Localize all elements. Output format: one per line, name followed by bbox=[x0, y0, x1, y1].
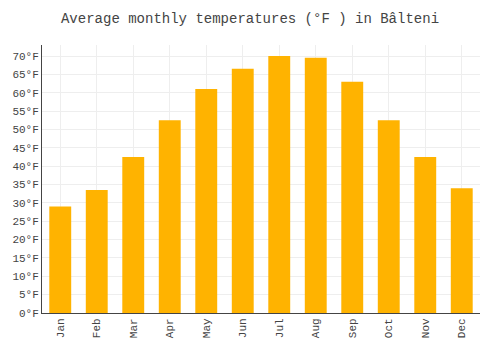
svg-text:65°F: 65°F bbox=[12, 69, 38, 81]
svg-text:30°F: 30°F bbox=[12, 198, 38, 210]
svg-text:60°F: 60°F bbox=[12, 88, 38, 100]
svg-text:May: May bbox=[201, 318, 213, 338]
svg-text:Jul: Jul bbox=[274, 318, 286, 338]
svg-text:Oct: Oct bbox=[383, 318, 395, 338]
svg-text:25°F: 25°F bbox=[12, 216, 38, 228]
svg-text:Jan: Jan bbox=[55, 318, 67, 338]
svg-text:Nov: Nov bbox=[420, 318, 432, 338]
svg-text:10°F: 10°F bbox=[12, 271, 38, 283]
svg-text:15°F: 15°F bbox=[12, 253, 38, 265]
svg-text:Dec: Dec bbox=[456, 318, 468, 338]
svg-text:Jun: Jun bbox=[237, 318, 249, 338]
svg-text:70°F: 70°F bbox=[12, 51, 38, 63]
svg-text:50°F: 50°F bbox=[12, 124, 38, 136]
svg-text:Sep: Sep bbox=[347, 318, 359, 338]
svg-text:45°F: 45°F bbox=[12, 143, 38, 155]
svg-text:Mar: Mar bbox=[128, 318, 140, 338]
svg-text:55°F: 55°F bbox=[12, 106, 38, 118]
svg-text:20°F: 20°F bbox=[12, 234, 38, 246]
svg-text:Apr: Apr bbox=[164, 318, 176, 338]
svg-text:40°F: 40°F bbox=[12, 161, 38, 173]
svg-text:Average monthly temperatures (: Average monthly temperatures (°F ) in Bâ… bbox=[61, 11, 439, 27]
svg-text:5°F: 5°F bbox=[19, 289, 39, 301]
svg-text:Aug: Aug bbox=[310, 318, 322, 338]
svg-text:Feb: Feb bbox=[91, 318, 103, 338]
svg-text:0°F: 0°F bbox=[19, 308, 39, 320]
svg-text:35°F: 35°F bbox=[12, 179, 38, 191]
